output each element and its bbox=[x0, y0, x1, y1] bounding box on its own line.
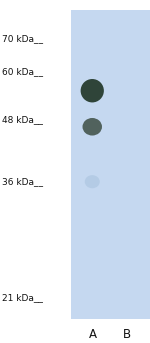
Text: B: B bbox=[123, 328, 131, 341]
Text: 48 kDa__: 48 kDa__ bbox=[2, 116, 42, 125]
Text: 60 kDa__: 60 kDa__ bbox=[2, 68, 42, 76]
Text: 36 kDa__: 36 kDa__ bbox=[2, 177, 42, 186]
Ellipse shape bbox=[81, 79, 104, 103]
Ellipse shape bbox=[85, 175, 100, 188]
Text: 70 kDa__: 70 kDa__ bbox=[2, 34, 42, 44]
Text: 21 kDa__: 21 kDa__ bbox=[2, 293, 42, 302]
Ellipse shape bbox=[82, 118, 102, 135]
Bar bbox=[70, 10, 150, 319]
Text: A: A bbox=[89, 328, 97, 341]
